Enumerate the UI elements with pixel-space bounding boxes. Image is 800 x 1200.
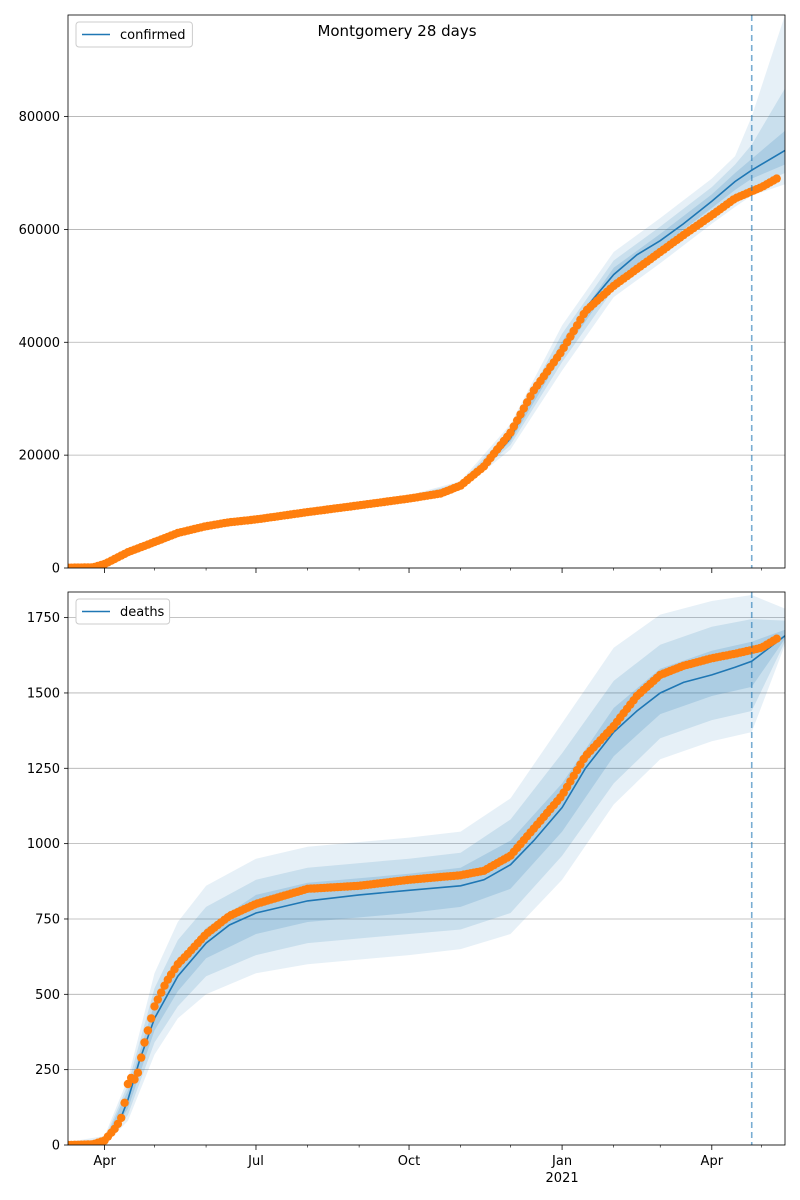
legend-label: deaths: [120, 605, 165, 620]
observed-point: [143, 1026, 153, 1035]
observed-point: [133, 1068, 143, 1077]
observed-point: [772, 174, 781, 183]
legend-label: confirmed: [120, 28, 186, 43]
legend-box: [75, 598, 171, 625]
y-tick-label: 750: [35, 912, 60, 927]
observed-point: [772, 634, 781, 643]
y-tick-label: 0: [52, 562, 60, 577]
y-tick-label: 250: [35, 1063, 60, 1078]
x-tick-label: Apr: [701, 1154, 724, 1169]
uncertainty-band-inner: [68, 629, 785, 1145]
x-tick-label: Oct: [398, 1154, 420, 1169]
observed-point: [153, 995, 162, 1004]
x-tick-label: Jan: [551, 1154, 572, 1169]
observed-point: [130, 1075, 139, 1084]
y-tick-label: 1750: [27, 611, 60, 626]
y-tick-label: 80000: [19, 110, 60, 125]
legend: deaths: [75, 598, 171, 625]
y-tick-label: 20000: [19, 449, 60, 464]
x-tick-label: Jul: [247, 1154, 264, 1169]
deaths-panel: 0 250 500 750 1000 1250 1500 1750 Apr Jul Oct Jan 20…: [27, 591, 786, 1186]
y-tick-label: 500: [35, 988, 60, 1003]
y-tick-label: 60000: [19, 223, 60, 238]
legend: confirmed: [75, 21, 193, 48]
axes-frame: [67, 14, 786, 569]
y-tick-label: 1500: [27, 686, 60, 701]
observed-point: [117, 1113, 126, 1123]
y-tick-label: 1000: [27, 837, 60, 852]
x-tick-sublabel: 2021: [546, 1171, 579, 1186]
confirmed-panel: 0 20000 40000 60000 80000 confirmed: [19, 14, 786, 577]
x-tick-label: Apr: [93, 1154, 116, 1169]
observed-point: [157, 988, 166, 997]
legend-box: [75, 21, 193, 48]
axes-frame: [67, 591, 786, 1146]
figure-title: Montgomery 28 days: [317, 22, 476, 40]
observed-point: [140, 1038, 149, 1047]
uncertainty-band-inner: [68, 130, 785, 568]
y-tick-label: 1250: [27, 762, 60, 777]
observed-point: [147, 1014, 156, 1023]
observed-point: [120, 1098, 129, 1108]
observed-point: [137, 1053, 146, 1062]
uncertainty-band-outer: [68, 15, 785, 568]
y-tick-label: 0: [52, 1139, 60, 1154]
observed-point: [150, 1002, 159, 1011]
y-tick-label: 40000: [19, 336, 60, 351]
